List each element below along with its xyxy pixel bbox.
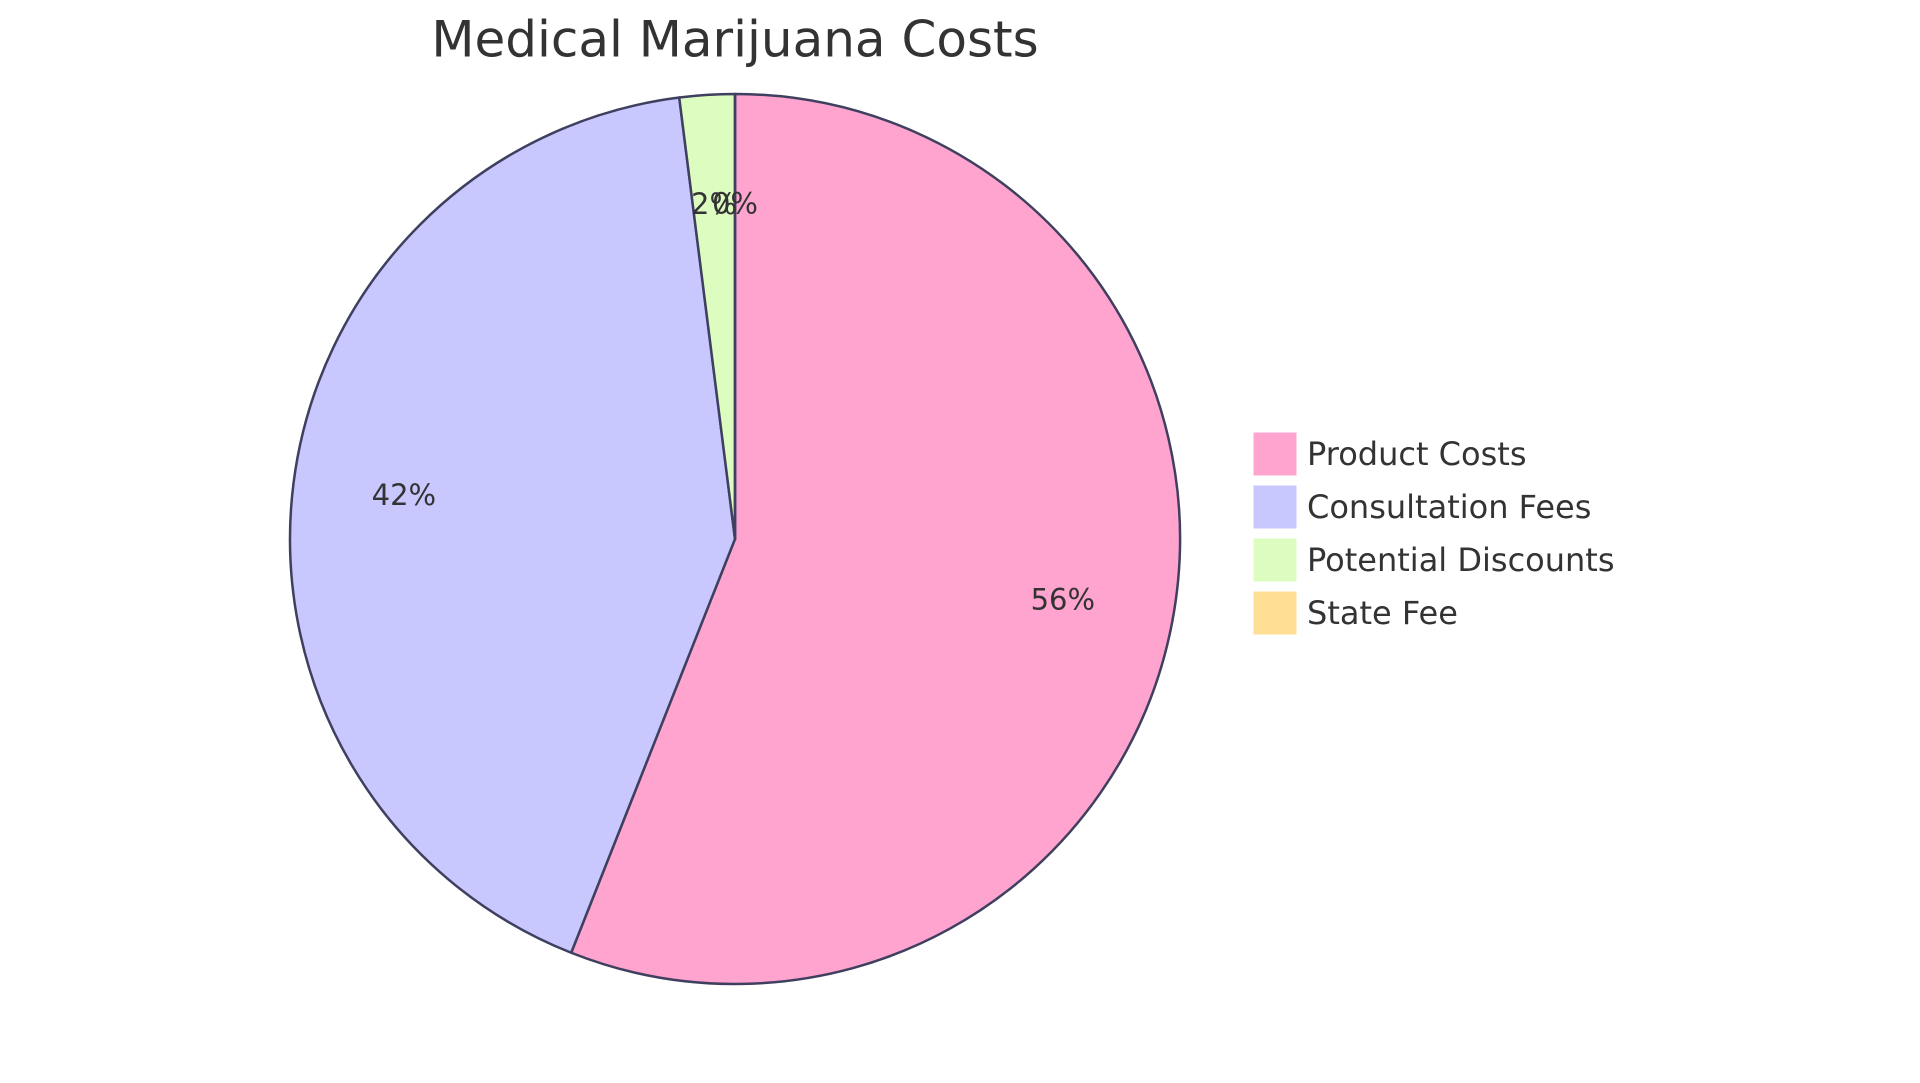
pie-slice	[288, 96, 737, 955]
slice-label: 0%	[712, 186, 758, 220]
pie-slice	[569, 92, 1182, 986]
legend-swatch	[1252, 484, 1298, 530]
chart-title: Medical Marijuana Costs	[431, 11, 1038, 69]
legend-label: Potential Discounts	[1307, 541, 1615, 579]
slice-label: 56%	[1031, 583, 1095, 617]
slice-label: 42%	[372, 478, 436, 512]
legend-label: Product Costs	[1307, 435, 1526, 473]
legend-swatch	[1252, 590, 1298, 636]
slice-label: 2%	[691, 187, 737, 221]
legend-swatch	[1252, 431, 1298, 477]
legend-label: Consultation Fees	[1307, 488, 1591, 526]
legend-swatch	[1252, 537, 1298, 583]
legend-label: State Fee	[1307, 594, 1458, 632]
